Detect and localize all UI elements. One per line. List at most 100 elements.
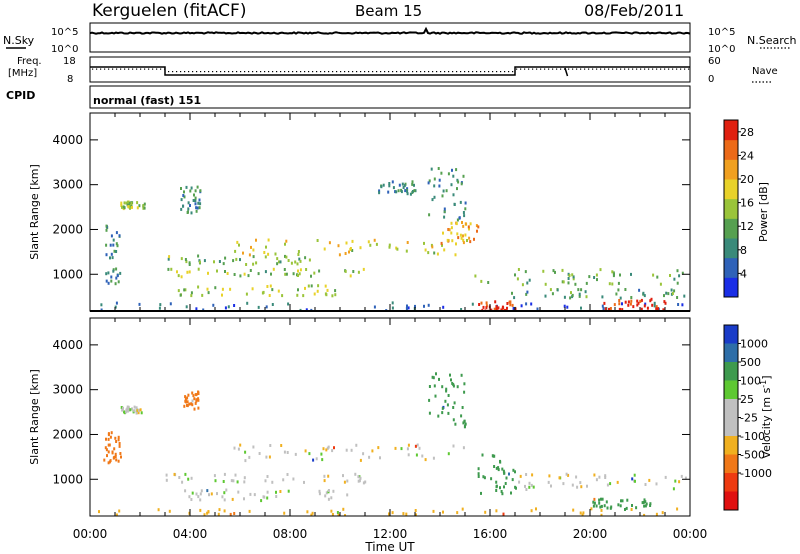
power-cell	[580, 288, 583, 292]
power-cell	[578, 294, 581, 298]
power-cell	[411, 182, 414, 186]
velocity-cell	[616, 480, 619, 484]
velocity-cell	[229, 512, 232, 516]
power-cell	[551, 292, 554, 296]
power-cell	[493, 307, 496, 311]
velocity-cell	[532, 485, 535, 489]
power-cell	[563, 304, 566, 308]
power-cell	[618, 307, 621, 311]
velocity-cell	[232, 479, 235, 483]
power-cell	[450, 231, 453, 235]
power-cell	[572, 275, 575, 279]
power-cell	[189, 189, 192, 193]
power-cell	[115, 267, 118, 271]
nave-dot	[120, 68, 122, 70]
noise-left-tick-top: 10^5	[51, 27, 78, 38]
velocity-colorbar-swatch	[724, 436, 738, 455]
velocity-cell	[103, 458, 106, 462]
velocity-cell	[330, 496, 333, 500]
velocity-cell	[323, 479, 326, 483]
power-cell	[351, 239, 354, 243]
power-cell	[297, 269, 299, 273]
velocity-cell	[197, 391, 200, 395]
power-cell	[142, 206, 145, 210]
power-cell	[662, 308, 665, 311]
velocity-cell	[394, 446, 397, 450]
power-cell	[233, 304, 236, 307]
velocity-cell	[530, 509, 533, 513]
nave-dot	[492, 71, 494, 73]
power-cell	[570, 291, 572, 295]
velocity-cell	[631, 477, 634, 481]
freq-label-2: [MHz]	[8, 68, 37, 79]
nave-dot	[560, 68, 562, 70]
nave-dot	[180, 71, 182, 73]
velocity-cell	[452, 406, 455, 409]
power-cell	[226, 272, 229, 275]
nave-dot	[348, 71, 350, 73]
power-cell	[599, 268, 602, 272]
time-axis-label: Time UT	[364, 540, 415, 554]
velocity-cell	[318, 489, 321, 493]
velocity-cell	[684, 476, 687, 480]
velocity-cell	[330, 509, 333, 513]
velocity-cell	[107, 461, 110, 465]
nave-dot	[632, 68, 634, 70]
nave-dot	[484, 71, 486, 73]
velocity-cell	[504, 482, 507, 485]
velocity-cell	[525, 488, 528, 491]
power-cell	[117, 280, 120, 284]
power-cell	[387, 190, 390, 194]
power-colorbar-swatch	[724, 120, 738, 141]
velocity-cell	[655, 512, 658, 516]
nave-dot	[328, 71, 330, 73]
power-cell	[453, 202, 456, 206]
velocity-cell	[451, 381, 454, 385]
power-cell	[500, 308, 503, 311]
velocity-cell	[572, 508, 575, 512]
nave-dot	[316, 71, 318, 73]
power-cell	[395, 246, 398, 250]
power-cell	[297, 288, 299, 292]
ytick-label: 2000	[52, 222, 83, 236]
velocity-cell	[415, 453, 418, 457]
cpid-value: normal (fast) 151	[93, 94, 201, 107]
power-cell	[100, 303, 103, 307]
velocity-cell	[248, 509, 251, 513]
velocity-cell	[482, 475, 485, 479]
power-cell	[110, 275, 113, 279]
velocity-cell	[107, 450, 110, 454]
velocity-cell	[190, 498, 193, 501]
power-cell	[305, 308, 308, 311]
velocity-cell	[590, 507, 593, 511]
velocity-cell	[243, 497, 245, 501]
velocity-cell	[125, 408, 128, 412]
velocity-cell	[218, 508, 221, 512]
velocity-cell	[184, 395, 187, 399]
velocity-cell	[505, 476, 508, 480]
power-cell	[577, 288, 580, 292]
velocity-cell	[191, 403, 194, 407]
velocity-cell	[477, 467, 480, 471]
power-colorbar-tick-label: 20	[740, 173, 754, 186]
velocity-cell	[237, 447, 240, 451]
velocity-colorbar-label-exp: -1	[759, 380, 768, 388]
nave-dot	[324, 71, 326, 73]
power-cell	[349, 274, 352, 278]
velocity-cell	[327, 497, 330, 501]
velocity-cell	[524, 484, 526, 488]
power-colorbar-swatch	[724, 139, 738, 160]
nave-dot	[276, 71, 278, 73]
power-cell	[232, 259, 235, 263]
power-colorbar: 4 8 12 16 20 24 28	[723, 119, 754, 298]
velocity-cell	[275, 490, 277, 494]
velocity-cell	[626, 498, 629, 502]
power-cell	[296, 293, 299, 297]
velocity-cell	[193, 407, 196, 411]
freq-tick-bottom: 8	[67, 74, 73, 85]
power-cell	[298, 257, 301, 261]
power-cell	[177, 274, 180, 278]
nave-dot	[144, 68, 146, 70]
power-cell	[310, 274, 312, 278]
power-cell	[268, 294, 271, 297]
